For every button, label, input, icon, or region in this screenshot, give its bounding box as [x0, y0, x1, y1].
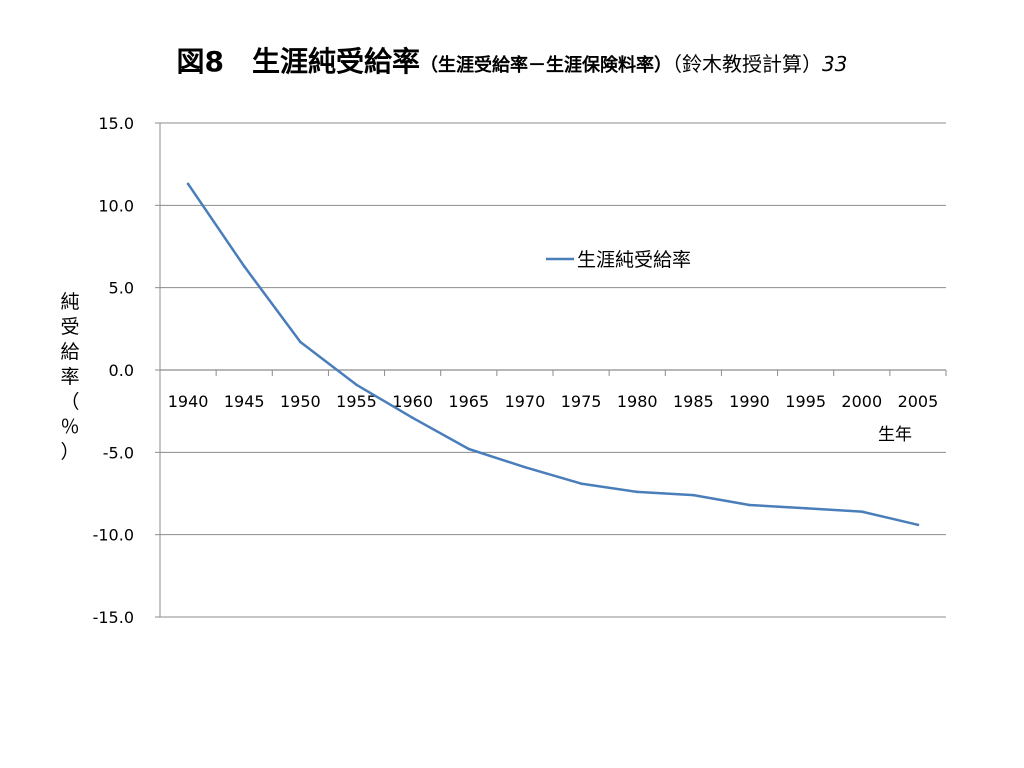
x-tick-label: 1975 [561, 392, 602, 411]
x-tick-label: 1980 [617, 392, 658, 411]
y-axis-title-char: 率 [60, 366, 79, 388]
x-tick-label: 1960 [392, 392, 433, 411]
axes [159, 123, 947, 617]
data-point [692, 493, 695, 497]
title-main: 図8 生涯純受給率 [176, 45, 421, 78]
data-point [804, 507, 807, 510]
y-axis-title-char: 受 [60, 316, 79, 338]
data-point [579, 482, 583, 485]
x-tick-label: 1950 [280, 392, 321, 411]
data-point [242, 264, 246, 268]
y-axis-title-char: 給 [60, 341, 79, 363]
y-tick-labels: 15.0 10.0 5.0 0.0 -5.0 -10.0 -15.0 [93, 114, 134, 627]
y-axis-title-char: ％ [60, 416, 79, 438]
y-tick-label: 10.0 [98, 196, 134, 215]
y-tick-label: -10.0 [93, 526, 134, 545]
page-number: 33 [822, 52, 848, 76]
y-axis-title: 純受給率 （ ％ ） [60, 291, 79, 463]
y-axis-title-char: ） [60, 441, 79, 463]
x-tick-labels: 1940 1945 1950 1955 1960 1965 1970 1975 1980 1985… [168, 392, 939, 411]
data-point [411, 416, 414, 420]
x-tick-label: 1965 [448, 392, 489, 411]
x-tick-label: 1990 [729, 392, 770, 411]
title-note: （鈴木教授計算） [672, 52, 823, 76]
y-tick-label: 15.0 [98, 114, 134, 133]
x-tick-label: 1985 [673, 392, 714, 411]
chart-legend: 生涯純受給率 [546, 249, 691, 271]
x-tick-label: 1955 [336, 392, 377, 411]
slide-title: 図8 生涯純受給率（生涯受給率－生涯保険料率）（鈴木教授計算）33 [0, 38, 1024, 90]
x-tick-label: 1970 [505, 392, 546, 411]
data-point [299, 340, 302, 344]
data-point [186, 182, 190, 186]
data-point [635, 490, 639, 494]
data-point [748, 503, 751, 507]
legend-label: 生涯純受給率 [577, 249, 691, 271]
data-point [860, 510, 864, 513]
y-tick-label: 5.0 [109, 279, 134, 298]
x-tick-label: 1945 [224, 392, 265, 411]
x-tick-label: 2000 [841, 392, 882, 411]
title-subtitle: （生涯受給率－生涯保険料率） [420, 55, 673, 76]
y-tick-label: -5.0 [103, 443, 134, 462]
x-tick-label: 1940 [168, 392, 209, 411]
data-point [467, 447, 471, 451]
y-tick-label: -15.0 [93, 608, 134, 627]
y-axis-title-char: （ [60, 391, 79, 413]
series-lines [186, 182, 920, 527]
data-point [355, 383, 358, 387]
data-point [523, 465, 527, 469]
series-line [186, 182, 920, 527]
x-tick-label: 2005 [898, 392, 939, 411]
data-point [916, 523, 920, 527]
x-tick-label: 1995 [785, 392, 826, 411]
x-axis-title: 生年 [878, 425, 912, 445]
y-axis-title-char: 純 [60, 291, 79, 313]
y-tick-label: 0.0 [109, 361, 134, 380]
